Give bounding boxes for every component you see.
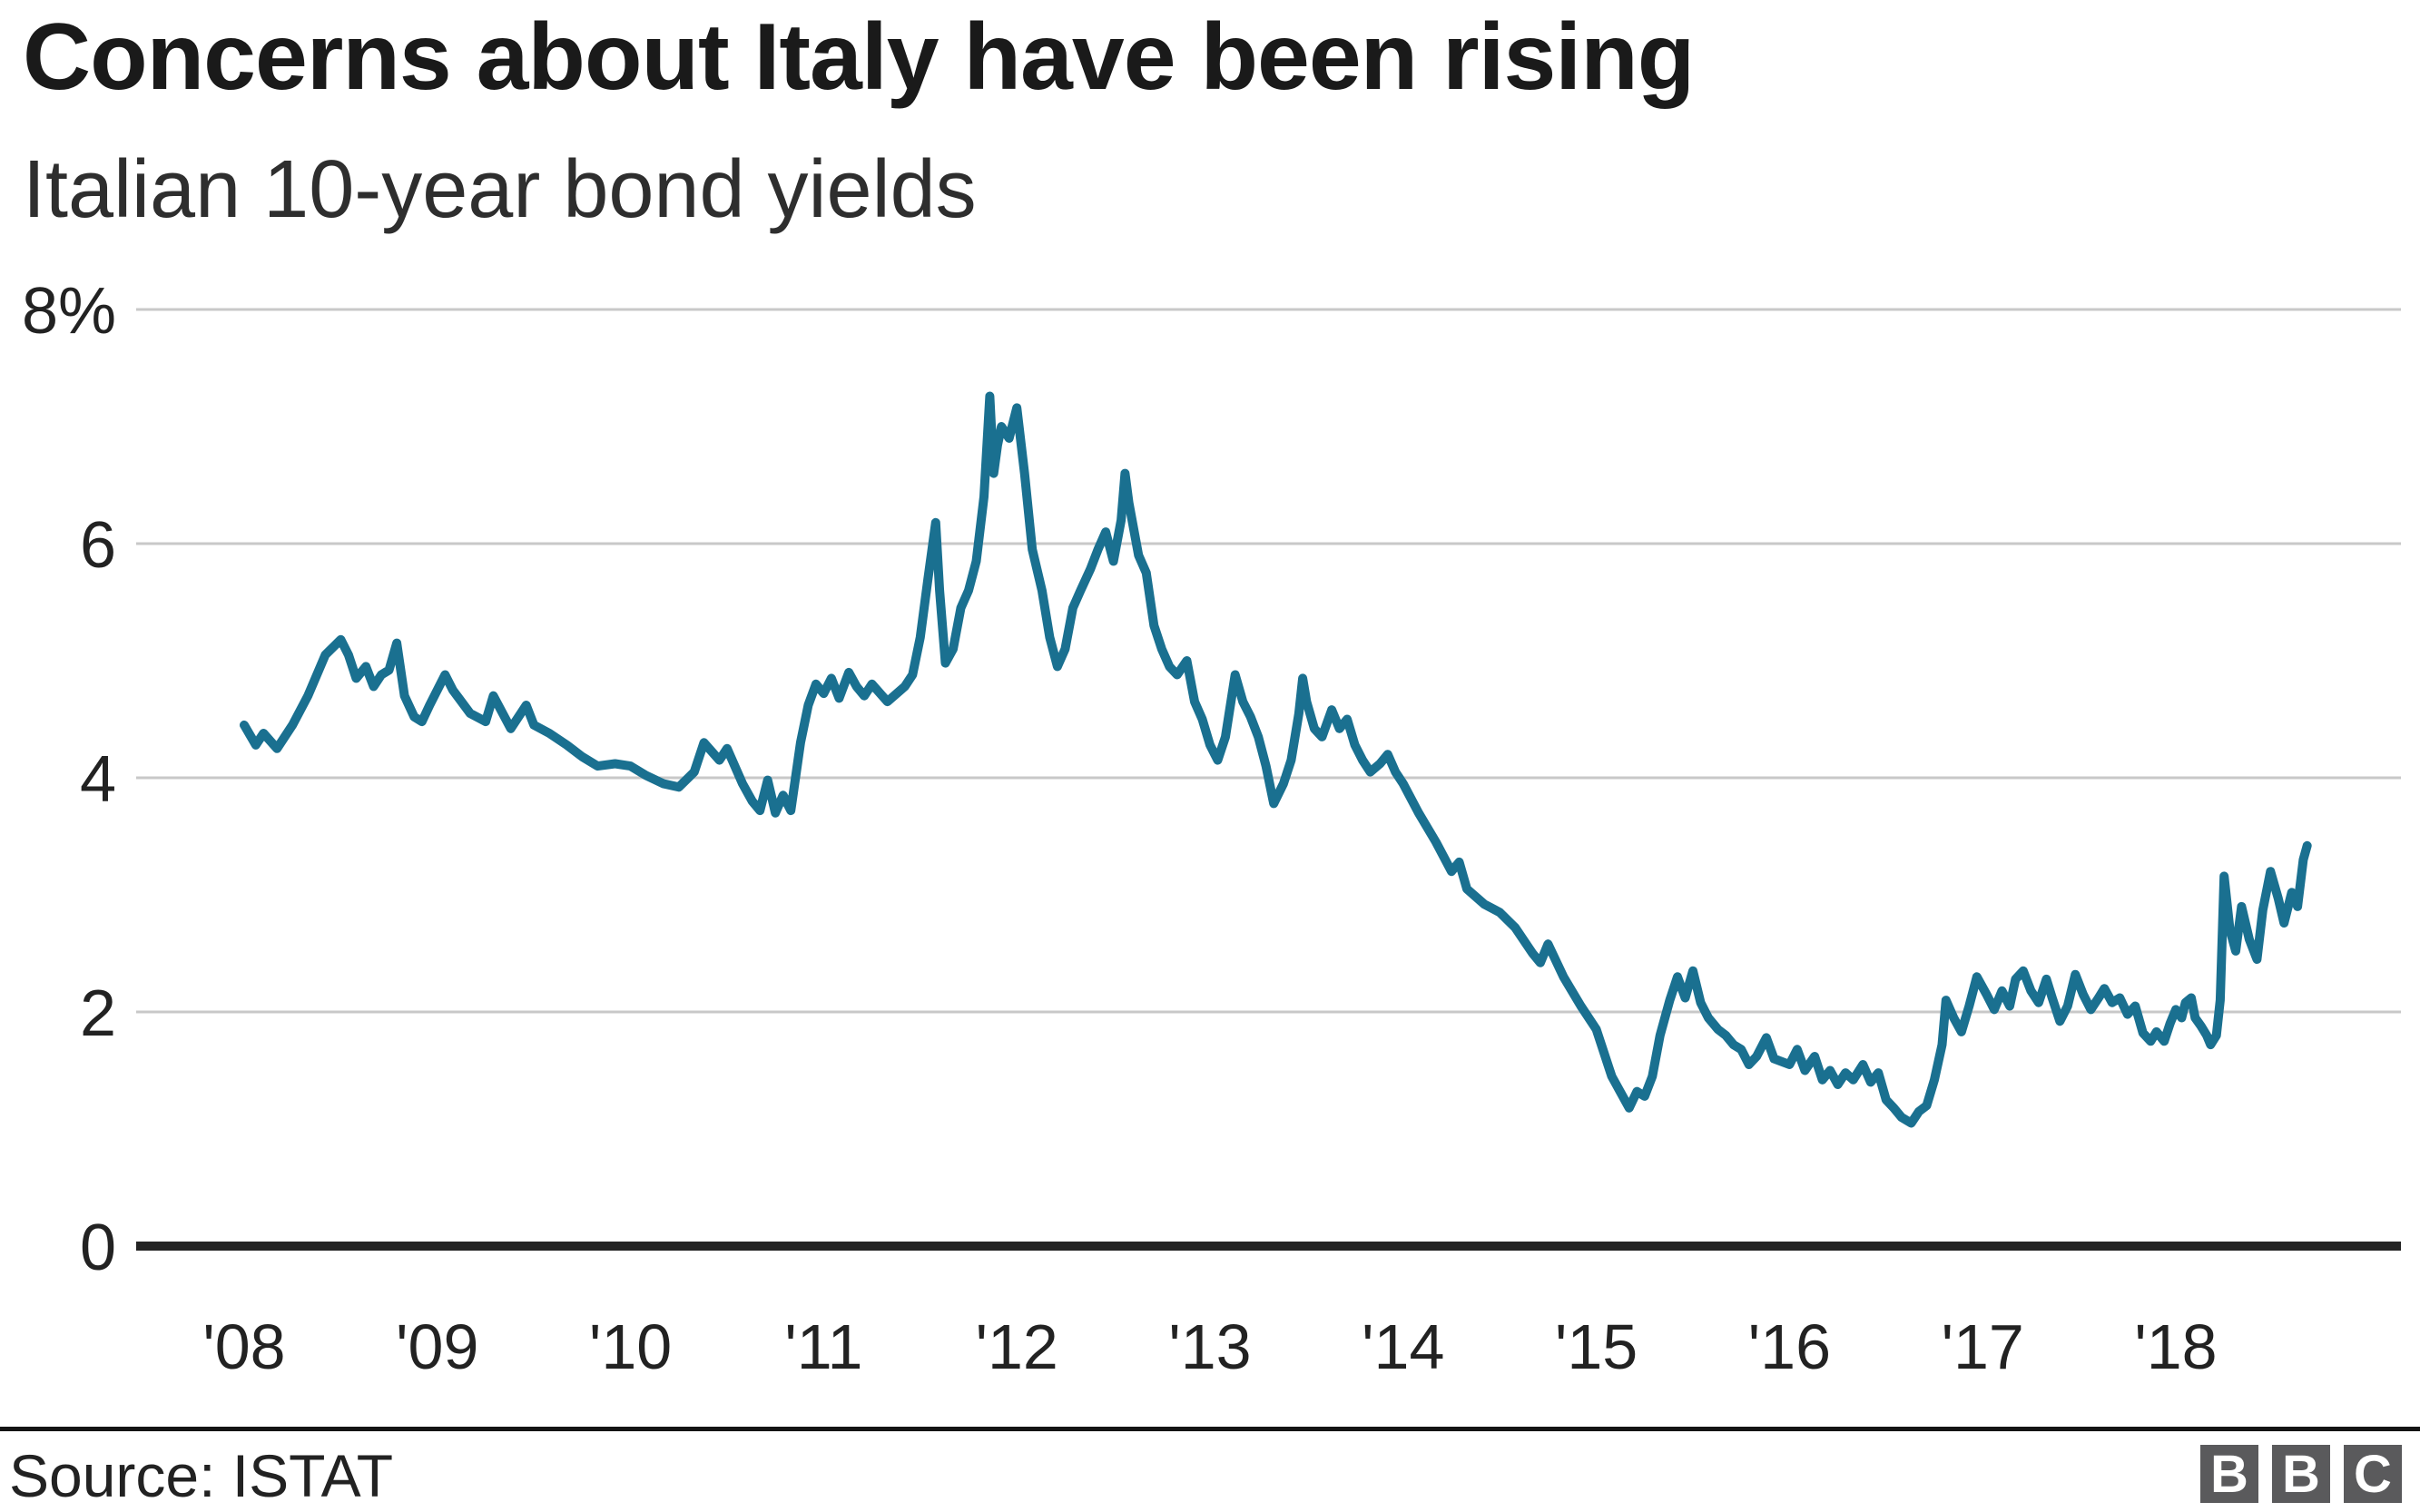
y-axis-label: 6 bbox=[80, 509, 116, 582]
bbc-logo: B B C bbox=[2200, 1445, 2402, 1504]
x-axis-label: '09 bbox=[396, 1311, 478, 1382]
bbc-logo-block-3: C bbox=[2344, 1445, 2402, 1504]
x-axis-labels: '08 '09 '10 '11 '12 '13 '14 '15 '16 '17 '18 bbox=[202, 1311, 2217, 1382]
bbc-logo-block-2: B bbox=[2272, 1445, 2330, 1504]
y-axis-label: 8% bbox=[22, 275, 116, 348]
x-axis-label: '08 bbox=[202, 1311, 285, 1382]
x-axis-label: '12 bbox=[976, 1311, 1058, 1382]
x-axis-label: '13 bbox=[1168, 1311, 1251, 1382]
y-axis-label: 0 bbox=[80, 1212, 116, 1284]
chart-subtitle: Italian 10-year bond yields bbox=[23, 144, 977, 235]
y-axis-labels: 8% 6 4 2 0 bbox=[22, 275, 116, 1284]
x-axis-label: '17 bbox=[1942, 1311, 2024, 1382]
x-axis-label: '11 bbox=[784, 1311, 862, 1382]
yield-line bbox=[240, 391, 2312, 1128]
footer-divider bbox=[0, 1427, 2420, 1431]
chart-title: Concerns about Italy have been rising bbox=[23, 5, 1695, 110]
series-group bbox=[240, 391, 2312, 1128]
y-axis-label: 4 bbox=[80, 743, 116, 816]
x-axis-label: '14 bbox=[1362, 1311, 1444, 1382]
x-axis-label: '10 bbox=[589, 1311, 672, 1382]
x-axis-label: '18 bbox=[2134, 1311, 2217, 1382]
y-axis-label: 2 bbox=[80, 977, 116, 1050]
x-axis-label: '16 bbox=[1748, 1311, 1831, 1382]
x-axis-label: '15 bbox=[1555, 1311, 1638, 1382]
bbc-logo-block-1: B bbox=[2200, 1445, 2258, 1504]
source-label: Source: ISTAT bbox=[9, 1442, 394, 1509]
